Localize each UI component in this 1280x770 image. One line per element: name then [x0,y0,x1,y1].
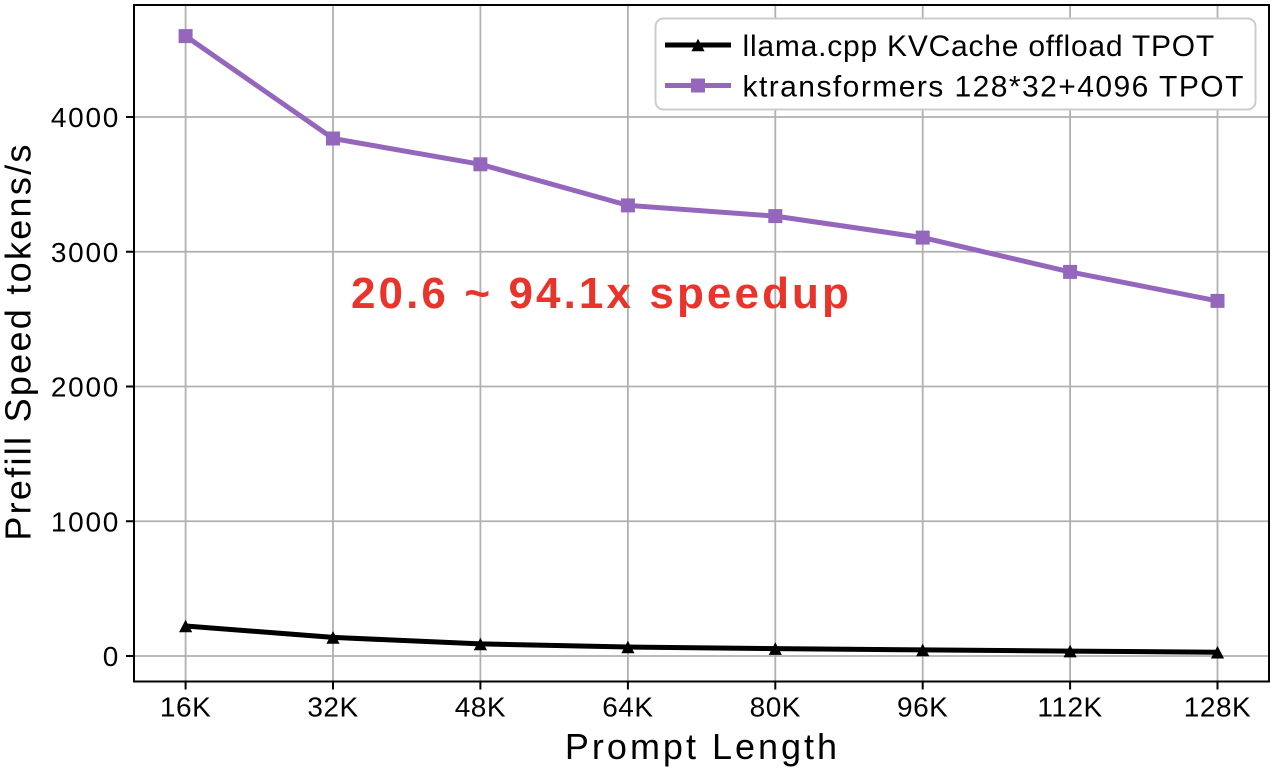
svg-text:32K: 32K [307,692,358,723]
svg-text:Prompt Length: Prompt Length [565,726,840,767]
svg-text:112K: 112K [1037,692,1102,723]
svg-text:0: 0 [103,641,120,672]
svg-text:1000: 1000 [51,506,120,537]
svg-text:3000: 3000 [51,237,120,268]
svg-text:128K: 128K [1184,692,1251,723]
svg-text:48K: 48K [455,692,506,723]
svg-text:96K: 96K [897,692,948,723]
svg-text:16K: 16K [160,692,211,723]
svg-text:80K: 80K [750,692,801,723]
svg-text:64K: 64K [602,692,653,723]
svg-text:2000: 2000 [51,372,120,403]
svg-text:4000: 4000 [51,102,120,133]
svg-text:ktransformers 128*32+4096 TPOT: ktransformers 128*32+4096 TPOT [743,71,1245,104]
svg-text:Prefill Speed tokens/s: Prefill Speed tokens/s [0,142,39,540]
svg-text:20.6 ~ 94.1x speedup: 20.6 ~ 94.1x speedup [351,269,852,318]
svg-text:llama.cpp KVCache offload TPOT: llama.cpp KVCache offload TPOT [743,30,1216,63]
